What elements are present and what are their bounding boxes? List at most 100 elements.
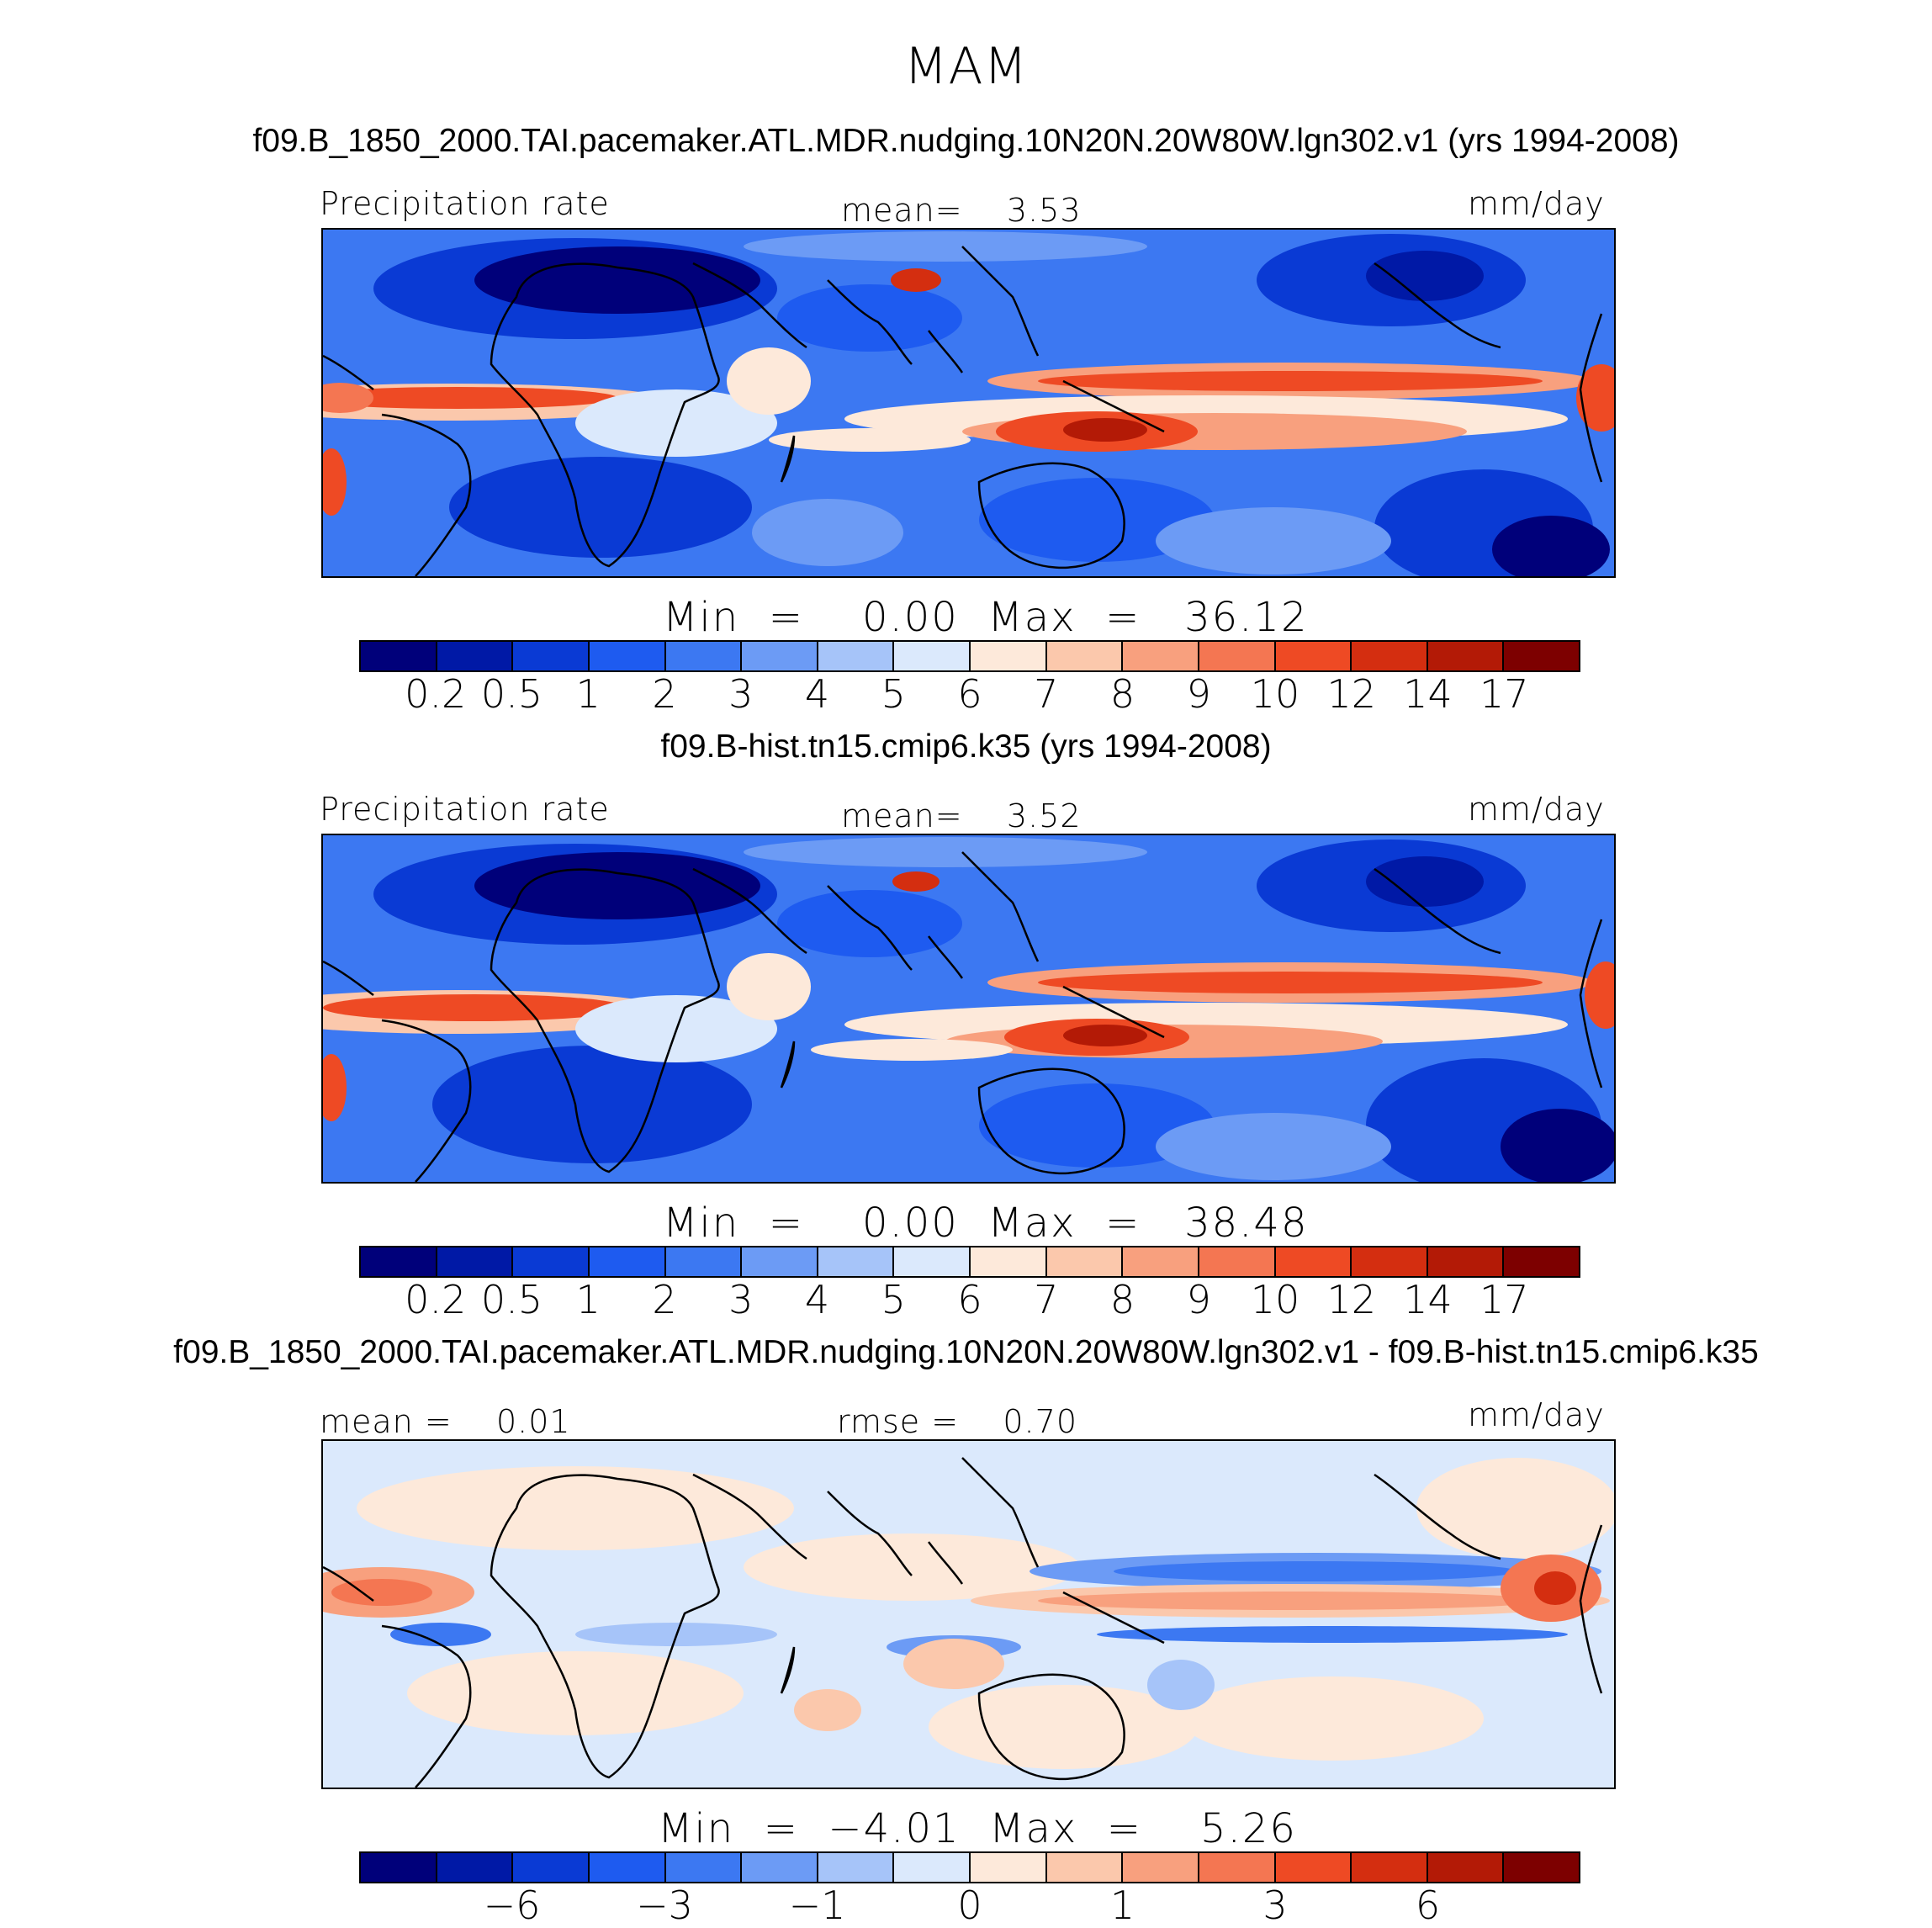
colorbar-swatch [818, 1853, 895, 1882]
panel-3-mean-label: mean = 0.01 [320, 1403, 571, 1440]
colorbar-swatch [1123, 1853, 1199, 1882]
colorbar-tick-label: 12 [1326, 1277, 1377, 1322]
colorbar-swatch [665, 1247, 743, 1276]
colorbar-swatch [1046, 1247, 1124, 1276]
panel-1-colorbar [359, 640, 1580, 672]
colorbar-swatch [818, 642, 895, 670]
colorbar-swatch [513, 642, 590, 670]
panel-3-colorbar [359, 1851, 1580, 1883]
colorbar-tick-label: 7 [1034, 1277, 1059, 1322]
panel-1-minmax: Min = 0.00 Max = 36.12 [663, 594, 1309, 641]
colorbar-tick-label: −3 [636, 1883, 693, 1928]
colorbar-tick-label: 17 [1479, 1277, 1529, 1322]
colorbar-tick-label: 4 [804, 671, 830, 717]
panel-1-case-title: f09.B_1850_2000.TAI.pacemaker.ATL.MDR.nu… [252, 123, 1680, 159]
colorbar-swatch [1275, 1853, 1352, 1882]
colorbar-swatch [589, 642, 666, 670]
colorbar-swatch [971, 642, 1047, 670]
colorbar-swatch [665, 1853, 743, 1882]
colorbar-swatch [1123, 1247, 1199, 1276]
colorbar-swatch [1504, 642, 1579, 670]
colorbar-tick-label: 3 [728, 1277, 754, 1322]
colorbar-swatch [818, 1247, 895, 1276]
colorbar-swatch [742, 1853, 818, 1882]
colorbar-swatch [1352, 1247, 1428, 1276]
colorbar-swatch [1427, 642, 1505, 670]
colorbar-tick-label: 2 [652, 1277, 677, 1322]
colorbar-tick-label: 1 [575, 671, 601, 717]
colorbar-tick-label: 0.2 [405, 1277, 467, 1322]
colorbar-swatch [742, 1247, 818, 1276]
panel-1-mean-label: mean= 3.53 [841, 192, 1082, 229]
colorbar-swatch [1427, 1247, 1505, 1276]
colorbar-tick-label: 0.5 [480, 671, 543, 717]
panel-3-minmax: Min = −4.01 Max = 5.26 [658, 1805, 1297, 1852]
panel-1-variable-label: Precipitation rate [320, 185, 610, 222]
panel-3-map [321, 1439, 1616, 1789]
colorbar-swatch [361, 1247, 437, 1276]
colorbar-swatch [513, 1247, 590, 1276]
panel-3-colorbar-ticks: −6 −3 −1 0 1 3 6 [359, 1883, 1580, 1928]
colorbar-swatch [971, 1247, 1047, 1276]
colorbar-tick-label: 10 [1250, 671, 1300, 717]
colorbar-swatch [1199, 1853, 1276, 1882]
colorbar-swatch [1046, 1853, 1124, 1882]
colorbar-swatch [894, 1853, 971, 1882]
colorbar-swatch [1352, 642, 1428, 670]
colorbar-tick-label: 1 [575, 1277, 601, 1322]
colorbar-tick-label: 9 [1186, 671, 1211, 717]
colorbar-swatch [361, 1853, 437, 1882]
colorbar-swatch [437, 642, 514, 670]
colorbar-swatch [894, 1247, 971, 1276]
colorbar-swatch [665, 642, 743, 670]
colorbar-swatch [437, 1853, 514, 1882]
colorbar-swatch [589, 1247, 666, 1276]
panel-2-mean-label: mean= 3.52 [841, 797, 1082, 834]
panel-2-colorbar-ticks: 0.2 0.5 1 2 3 4 5 6 7 8 9 10 12 14 17 [359, 1277, 1580, 1327]
colorbar-swatch [971, 1853, 1047, 1882]
panel-3-case-title: f09.B_1850_2000.TAI.pacemaker.ATL.MDR.nu… [173, 1334, 1759, 1370]
colorbar-swatch [1199, 1247, 1276, 1276]
colorbar-tick-label: 14 [1403, 671, 1453, 717]
panel-2-map [321, 834, 1616, 1184]
colorbar-swatch [1275, 1247, 1352, 1276]
colorbar-tick-label: 6 [1415, 1883, 1441, 1928]
colorbar-swatch [1352, 1853, 1428, 1882]
colorbar-tick-label: 8 [1109, 671, 1135, 717]
colorbar-swatch [1504, 1247, 1579, 1276]
colorbar-tick-label: 2 [652, 671, 677, 717]
colorbar-swatch [1199, 642, 1276, 670]
colorbar-tick-label: 3 [728, 671, 754, 717]
colorbar-tick-label: 6 [957, 1277, 982, 1322]
panel-2-minmax: Min = 0.00 Max = 38.48 [663, 1200, 1309, 1247]
colorbar-tick-label: 8 [1109, 1277, 1135, 1322]
colorbar-swatch [513, 1853, 590, 1882]
colorbar-tick-label: 5 [881, 1277, 906, 1322]
colorbar-swatch [1046, 642, 1124, 670]
panel-3-units-label: mm/day [1468, 1396, 1605, 1433]
colorbar-swatch [1275, 642, 1352, 670]
colorbar-tick-label: 14 [1403, 1277, 1453, 1322]
colorbar-tick-label: 1 [1109, 1883, 1135, 1928]
panel-3-rmse-label: rmse = 0.70 [837, 1403, 1077, 1440]
colorbar-swatch [589, 1853, 666, 1882]
colorbar-swatch [1427, 1853, 1505, 1882]
colorbar-tick-label: 9 [1186, 1277, 1211, 1322]
colorbar-tick-label: 10 [1250, 1277, 1300, 1322]
colorbar-tick-label: 17 [1479, 671, 1529, 717]
colorbar-tick-label: −6 [483, 1883, 541, 1928]
panel-2-case-title: f09.B-hist.tn15.cmip6.k35 (yrs 1994-2008… [660, 728, 1272, 765]
colorbar-tick-label: 7 [1034, 671, 1059, 717]
colorbar-tick-label: 5 [881, 671, 906, 717]
panel-2-colorbar [359, 1246, 1580, 1278]
colorbar-swatch [894, 642, 971, 670]
colorbar-swatch [437, 1247, 514, 1276]
panel-1-units-label: mm/day [1468, 185, 1605, 222]
colorbar-tick-label: 3 [1262, 1883, 1288, 1928]
panel-1-colorbar-ticks: 0.2 0.5 1 2 3 4 5 6 7 8 9 10 12 14 17 [359, 671, 1580, 722]
colorbar-tick-label: 0.5 [480, 1277, 543, 1322]
colorbar-tick-label: −1 [788, 1883, 846, 1928]
panel-2-variable-label: Precipitation rate [320, 791, 610, 828]
colorbar-swatch [1504, 1853, 1579, 1882]
colorbar-swatch [1123, 642, 1199, 670]
